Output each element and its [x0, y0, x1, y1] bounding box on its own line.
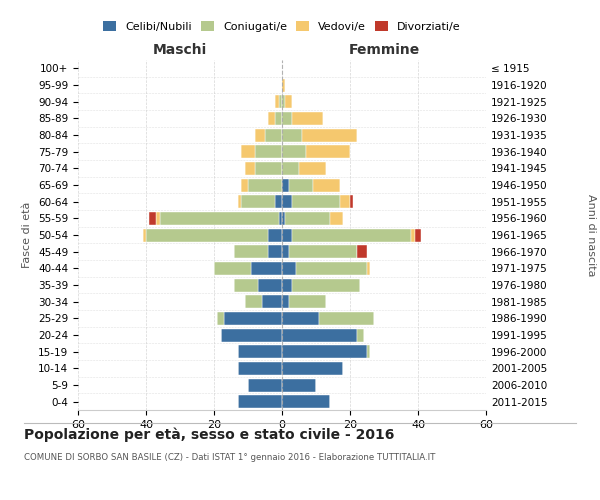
Bar: [143, 228, 146, 241]
Bar: [296, 262, 367, 275]
Text: COMUNE DI SORBO SAN BASILE (CZ) - Dati ISTAT 1° gennaio 2016 - Elaborazione TUTT: COMUNE DI SORBO SAN BASILE (CZ) - Dati I…: [24, 452, 436, 462]
Bar: [278, 212, 282, 225]
Bar: [292, 195, 340, 208]
Bar: [329, 212, 343, 225]
Bar: [286, 95, 292, 108]
Bar: [292, 112, 323, 125]
Bar: [245, 162, 255, 175]
Bar: [214, 262, 251, 275]
Bar: [235, 245, 268, 258]
Bar: [367, 345, 370, 358]
Bar: [357, 245, 367, 258]
Text: Femmine: Femmine: [349, 42, 419, 56]
Bar: [299, 162, 326, 175]
Bar: [282, 362, 343, 375]
Bar: [289, 295, 326, 308]
Bar: [221, 328, 282, 342]
Bar: [268, 228, 282, 241]
Bar: [282, 312, 319, 325]
Bar: [282, 395, 329, 408]
Bar: [241, 178, 248, 192]
Bar: [224, 312, 282, 325]
Bar: [241, 145, 255, 158]
Bar: [282, 328, 357, 342]
Bar: [255, 128, 265, 141]
Bar: [160, 212, 278, 225]
Bar: [282, 112, 292, 125]
Bar: [367, 262, 370, 275]
Bar: [292, 278, 360, 291]
Y-axis label: Fasce di età: Fasce di età: [22, 202, 32, 268]
Bar: [282, 178, 289, 192]
Bar: [268, 245, 282, 258]
Bar: [306, 145, 350, 158]
Bar: [313, 178, 340, 192]
Bar: [251, 262, 282, 275]
Bar: [302, 128, 357, 141]
Bar: [282, 78, 286, 92]
Text: Popolazione per età, sesso e stato civile - 2016: Popolazione per età, sesso e stato civil…: [24, 428, 394, 442]
Bar: [350, 195, 353, 208]
Bar: [415, 228, 421, 241]
Bar: [258, 278, 282, 291]
Bar: [156, 212, 160, 225]
Bar: [241, 195, 275, 208]
Bar: [282, 162, 299, 175]
Bar: [282, 95, 286, 108]
Bar: [289, 178, 313, 192]
Bar: [411, 228, 415, 241]
Bar: [235, 278, 258, 291]
Bar: [217, 312, 224, 325]
Bar: [262, 295, 282, 308]
Bar: [282, 128, 302, 141]
Bar: [275, 112, 282, 125]
Legend: Celibi/Nubili, Coniugati/e, Vedovi/e, Divorziati/e: Celibi/Nubili, Coniugati/e, Vedovi/e, Di…: [100, 18, 464, 35]
Bar: [282, 145, 306, 158]
Bar: [149, 212, 156, 225]
Bar: [282, 228, 292, 241]
Bar: [238, 195, 241, 208]
Bar: [248, 178, 282, 192]
Bar: [146, 228, 268, 241]
Text: Maschi: Maschi: [153, 42, 207, 56]
Bar: [275, 95, 278, 108]
Bar: [245, 295, 262, 308]
Bar: [292, 228, 411, 241]
Bar: [282, 295, 289, 308]
Bar: [286, 212, 329, 225]
Bar: [319, 312, 374, 325]
Bar: [340, 195, 350, 208]
Bar: [282, 245, 289, 258]
Bar: [278, 95, 282, 108]
Bar: [282, 345, 367, 358]
Bar: [268, 112, 275, 125]
Bar: [275, 195, 282, 208]
Bar: [282, 212, 286, 225]
Bar: [282, 262, 296, 275]
Bar: [282, 195, 292, 208]
Bar: [282, 378, 316, 392]
Bar: [255, 162, 282, 175]
Bar: [238, 362, 282, 375]
Bar: [238, 345, 282, 358]
Text: Anni di nascita: Anni di nascita: [586, 194, 596, 276]
Bar: [255, 145, 282, 158]
Bar: [248, 378, 282, 392]
Bar: [289, 245, 357, 258]
Bar: [265, 128, 282, 141]
Bar: [282, 278, 292, 291]
Bar: [357, 328, 364, 342]
Bar: [238, 395, 282, 408]
